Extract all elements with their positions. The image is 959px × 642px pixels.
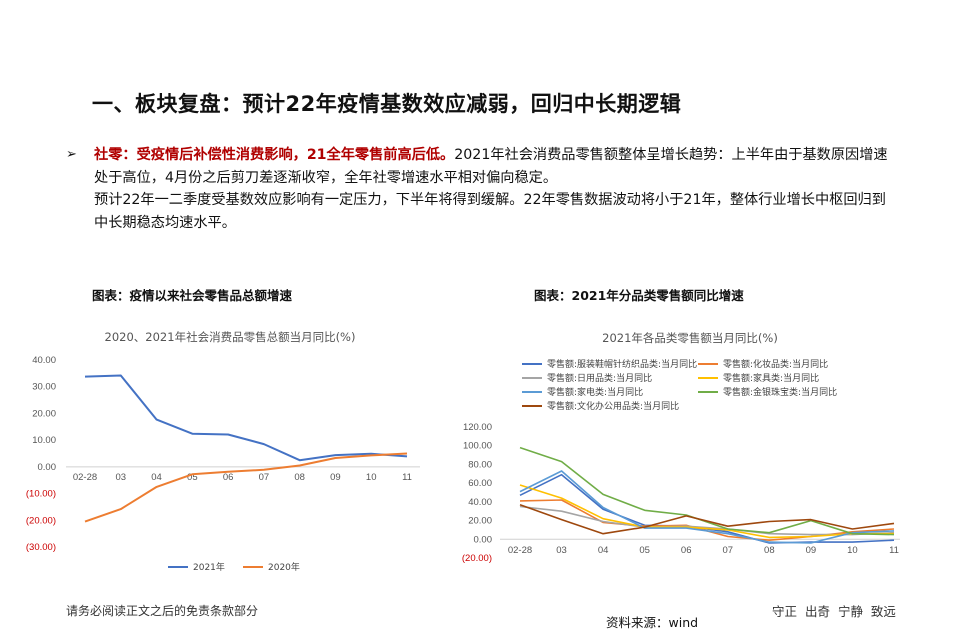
x-tick-label: 05 <box>187 472 198 483</box>
y-tick-label: 20.00 <box>468 516 492 527</box>
y-tick-label: (10.00) <box>26 489 56 500</box>
x-tick-label: 05 <box>639 545 650 556</box>
y-tick-label: 80.00 <box>468 459 492 470</box>
y-tick-label: 40.00 <box>468 497 492 508</box>
x-tick-label: 07 <box>259 472 270 483</box>
legend-label: 零售额:金银珠宝类:当月同比 <box>723 386 837 398</box>
x-tick-label: 09 <box>806 545 817 556</box>
x-tick-label: 04 <box>151 472 162 483</box>
series-line <box>84 374 408 462</box>
y-tick-label: (30.00) <box>26 542 56 553</box>
x-tick-label: 02-28 <box>73 472 97 483</box>
series-line <box>519 503 895 535</box>
x-tick-label: 06 <box>223 472 234 483</box>
y-tick-label: 100.00 <box>463 441 492 452</box>
y-tick-label: 60.00 <box>468 478 492 489</box>
x-tick-label: 10 <box>847 545 858 556</box>
footer-source: 资料来源：wind <box>606 615 699 630</box>
page-title: 一、板块复盘：预计22年疫情基数效应减弱，回归中长期逻辑 <box>92 92 682 116</box>
y-tick-label: 30.00 <box>32 382 56 393</box>
x-tick-label: 08 <box>294 472 305 483</box>
x-tick-label: 04 <box>598 545 609 556</box>
series-line <box>519 446 895 536</box>
legend-label: 零售额:家具类:当月同比 <box>723 372 819 384</box>
y-tick-label: 20.00 <box>32 408 56 419</box>
legend-label: 零售额:服装鞋帽针纺织品类:当月同比 <box>547 358 697 370</box>
y-tick-label: (20.00) <box>26 515 56 526</box>
y-tick-label: (20.00) <box>462 553 492 564</box>
x-tick-label: 07 <box>722 545 733 556</box>
y-tick-label: 40.00 <box>32 355 56 366</box>
figure-caption-right: 图表：2021年分品类零售额同比增速 <box>534 288 744 303</box>
y-tick-label: 0.00 <box>474 534 493 545</box>
x-tick-label: 02-28 <box>508 545 532 556</box>
legend-label: 零售额:家电类:当月同比 <box>547 386 643 398</box>
chart-title: 2020、2021年社会消费品零售总额当月同比(%) <box>105 330 356 344</box>
legend-label: 零售额:化妆品类:当月同比 <box>723 358 828 370</box>
bullet-block: ➢ 社零：受疫情后补偿性消费影响，21全年零售前高后低。2021年社会消费品零售… <box>66 144 896 234</box>
bullet-lead: 社零：受疫情后补偿性消费影响，21全年零售前高后低。 <box>94 147 455 163</box>
series-line <box>84 452 408 523</box>
footer-disclaimer: 请务必阅读正文之后的免责条款部分 <box>66 604 259 618</box>
bullet-text-1: 2021年社会消费品零售额整体呈增长趋势：上半年由于基数原因增速处于高位，4月份… <box>94 147 888 186</box>
y-tick-label: 10.00 <box>32 435 56 446</box>
legend-label: 2021年 <box>193 561 225 573</box>
x-tick-label: 09 <box>330 472 341 483</box>
figure-caption-left: 图表：疫情以来社会零售品总额增速 <box>92 288 293 303</box>
legend-label: 2020年 <box>268 561 300 573</box>
bullet-arrow-icon: ➢ <box>66 147 77 162</box>
x-tick-label: 03 <box>115 472 126 483</box>
bullet-text: 社零：受疫情后补偿性消费影响，21全年零售前高后低。2021年社会消费品零售额整… <box>94 144 896 234</box>
x-tick-label: 10 <box>366 472 377 483</box>
chart-title: 2021年各品类零售额当月同比(%) <box>602 331 778 345</box>
x-tick-label: 03 <box>556 545 567 556</box>
chart-retail-sales-growth: 2020、2021年社会消费品零售总额当月同比(%) 40.00 30.00 20.0… <box>26 330 420 573</box>
series-line <box>519 484 894 539</box>
legend-label: 零售额:文化办公用品类:当月同比 <box>547 400 679 412</box>
footer-motto: 守正 出奇 宁静 致远 <box>772 604 896 619</box>
chart-category-retail-growth: 2021年各品类零售额当月同比(%)120.00100.0080.0060.00… <box>462 331 900 564</box>
x-tick-label: 06 <box>681 545 692 556</box>
legend-label: 零售额:日用品类:当月同比 <box>547 372 652 384</box>
y-tick-label: 120.00 <box>463 422 492 433</box>
y-tick-label: 0.00 <box>38 462 57 473</box>
bullet-text-2: 预计22年一二季度受基数效应影响有一定压力，下半年将得到缓解。22年零售数据波动… <box>94 192 886 231</box>
x-tick-label: 11 <box>889 545 899 556</box>
series-line <box>519 470 895 544</box>
x-tick-label: 11 <box>402 472 412 483</box>
x-tick-label: 08 <box>764 545 775 556</box>
